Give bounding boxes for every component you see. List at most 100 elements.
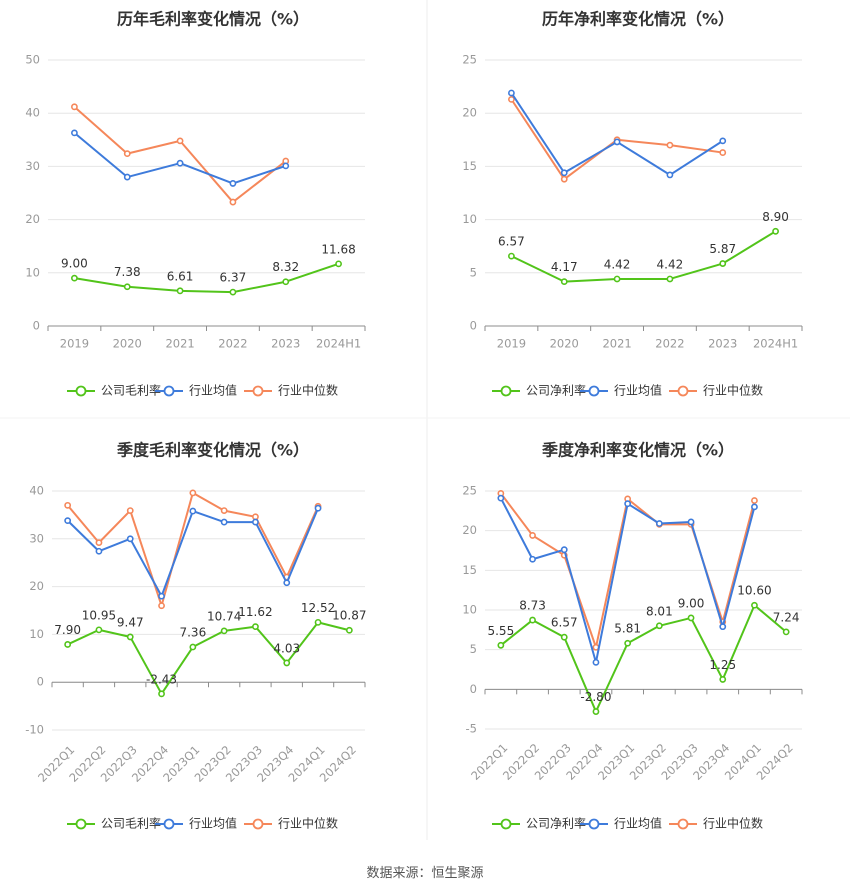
data-point: [71, 129, 78, 137]
data-label: -2.80: [580, 690, 611, 704]
legend-label: 行业均值: [614, 383, 662, 398]
y-tick-label: 20: [462, 106, 477, 120]
data-point: [189, 507, 197, 515]
series-line: [510, 92, 724, 176]
legend-marker: [588, 385, 600, 397]
y-tick-label: 40: [25, 106, 40, 120]
data-point: [64, 641, 72, 648]
data-point: [529, 532, 536, 539]
y-tick-label: 0: [37, 675, 44, 689]
series-1: 6.57 4.17 4.42 4.42 5.87 8.90: [498, 210, 789, 286]
data-point: [508, 95, 515, 103]
data-label: 6.57: [498, 235, 525, 249]
legend-item: 行业均值: [155, 816, 237, 831]
data-point: [751, 497, 758, 504]
data-label: 12.52: [301, 601, 335, 615]
y-tick-label: -5: [466, 722, 477, 736]
legend-item: 行业中位数: [244, 383, 338, 398]
series-line: [510, 230, 777, 283]
y-tick-label: 0: [470, 682, 477, 696]
data-point: [497, 494, 505, 502]
data-label: 7.36: [179, 626, 206, 640]
data-point: [666, 171, 674, 179]
data-label: 4.17: [551, 260, 578, 274]
data-point: [176, 287, 184, 295]
chart-3: 季度毛利率变化情况（%）-100102030402022Q12022Q22022…: [25, 441, 366, 831]
y-tick-label: 0: [33, 319, 40, 333]
series-1: 5.55 8.73 6.57 -2.80 5.81 8.01 9.00 1.25 10.607.…: [487, 584, 800, 715]
data-point: [252, 518, 259, 526]
data-point: [229, 288, 237, 296]
x-tick-label: 2019: [497, 337, 526, 351]
data-label: 1.25: [709, 658, 736, 672]
y-tick-label: 25: [462, 53, 477, 67]
y-tick-label: 20: [29, 579, 44, 593]
data-point: [719, 149, 727, 156]
data-point: [71, 274, 78, 282]
data-point: [751, 503, 758, 511]
data-point: [508, 252, 515, 260]
data-point: [95, 547, 103, 555]
legend-item: 行业均值: [580, 383, 662, 398]
y-tick-label: 20: [25, 212, 40, 226]
series-line: [74, 262, 339, 294]
data-label: 8.73: [519, 599, 546, 613]
legend-label: 行业均值: [614, 816, 662, 831]
data-point: [529, 616, 536, 624]
data-point: [497, 641, 505, 649]
data-point: [613, 138, 621, 146]
legend-marker: [75, 385, 87, 397]
data-label: 10.74: [207, 609, 241, 623]
data-point: [158, 690, 165, 698]
data-label: 9.47: [117, 615, 144, 629]
legend-marker: [75, 818, 87, 830]
x-tick-label: 2024H1: [753, 337, 798, 351]
data-point: [229, 198, 237, 206]
legend-marker: [677, 818, 689, 830]
data-point: [158, 602, 165, 610]
x-tick-label: 2021: [602, 337, 631, 351]
legend-label: 行业均值: [189, 816, 237, 831]
data-label: 4.03: [273, 641, 300, 655]
legend-label: 公司毛利率: [101, 383, 161, 398]
legend-item: 行业中位数: [669, 383, 763, 398]
data-point: [64, 501, 72, 509]
data-label: 6.37: [220, 271, 247, 285]
chart-title: 季度毛利率变化情况（%）: [116, 441, 309, 460]
series-line: [66, 507, 319, 598]
data-point: [220, 518, 228, 526]
data-label: 4.42: [604, 257, 631, 271]
data-label: 8.01: [646, 604, 673, 618]
data-point: [624, 500, 632, 508]
legend-item: 公司净利率: [492, 816, 586, 831]
x-tick-label: 2023: [708, 337, 737, 351]
data-point: [314, 504, 322, 512]
data-point: [95, 626, 103, 634]
data-point: [613, 275, 621, 283]
data-label: 4.42: [657, 257, 684, 271]
data-label: 9.00: [678, 596, 705, 610]
y-tick-label: 30: [29, 531, 44, 545]
legend-marker: [588, 818, 600, 830]
chart-title: 季度净利率变化情况（%）: [541, 441, 734, 460]
legend-label: 行业中位数: [703, 816, 763, 831]
legend-marker: [500, 385, 512, 397]
data-label: 5.55: [487, 624, 514, 638]
legend-item: 行业均值: [155, 383, 237, 398]
data-point: [282, 162, 290, 170]
data-point: [655, 622, 663, 630]
data-point: [229, 180, 237, 187]
data-point: [719, 260, 727, 267]
x-tick-label: 2020: [113, 337, 142, 351]
y-tick-label: -10: [25, 723, 44, 737]
data-point: [687, 614, 695, 622]
legend-item: 行业中位数: [244, 816, 338, 831]
data-point: [176, 159, 184, 167]
y-tick-label: 30: [25, 159, 40, 173]
legend-marker: [163, 385, 175, 397]
data-point: [123, 150, 131, 158]
chart-1: 历年毛利率变化情况（%） 0 10 20 30 40 50 2019 2020 2021 2022 2…: [25, 10, 366, 398]
legend-marker: [163, 818, 175, 830]
y-tick-label: 40: [29, 484, 44, 498]
